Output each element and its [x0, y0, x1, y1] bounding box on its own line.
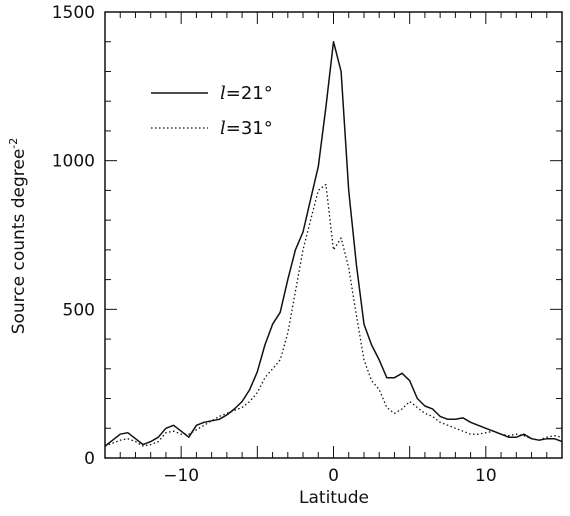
legend-entry-l31: l=31°	[220, 118, 273, 139]
series-line-l21	[104, 40, 563, 447]
plot-frame	[104, 11, 563, 459]
y-tick-label: 0	[84, 449, 95, 469]
series-line-l31	[104, 183, 563, 447]
legend-entry-l21: l=21°	[220, 83, 273, 104]
y-axis-label: Source counts degree-2	[7, 138, 29, 335]
x-tick-label: −10	[163, 466, 199, 486]
legend: l=21° l=31°	[151, 83, 273, 139]
plot-area-border	[104, 11, 563, 459]
x-tick-label: 10	[475, 466, 497, 486]
legend-text-l31: =31°	[226, 118, 273, 139]
y-tick-label: 1500	[52, 3, 95, 23]
y-tick-label: 1000	[52, 152, 95, 172]
y-tick-label: 500	[63, 300, 95, 320]
legend-text-l21: =21°	[226, 83, 273, 104]
series-lines	[104, 40, 563, 447]
y-axis-label-exponent: -2	[7, 138, 20, 149]
x-axis-label: Latitude	[299, 488, 369, 508]
x-tick-label: 0	[328, 466, 339, 486]
legend-symbol-l31: l	[220, 118, 226, 139]
y-axis-label-main: Source counts degree	[9, 149, 29, 335]
legend-symbol-l21: l	[220, 83, 226, 104]
tick-labels: −10 0 10 0 500 1000 1500	[52, 3, 497, 486]
axis-ticks	[104, 11, 563, 459]
